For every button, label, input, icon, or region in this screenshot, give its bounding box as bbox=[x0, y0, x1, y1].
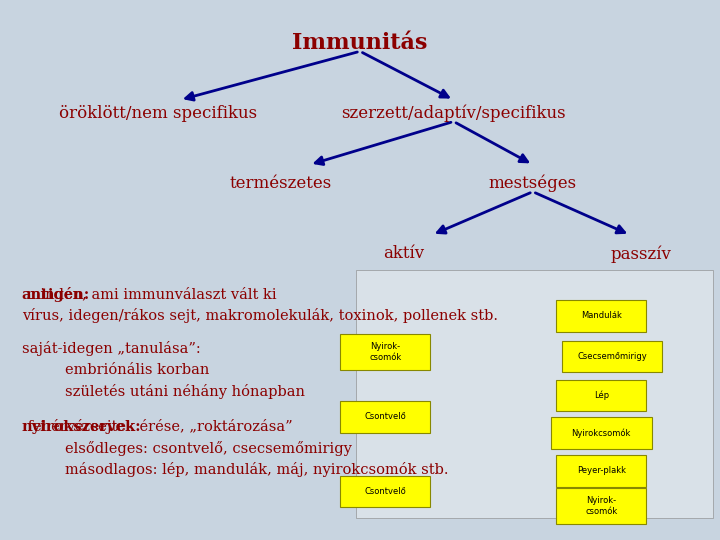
Text: Nyirok-
csomók: Nyirok- csomók bbox=[585, 496, 617, 516]
Text: szerzett/adaptív/specifikus: szerzett/adaptív/specifikus bbox=[341, 105, 566, 122]
Text: mestséges: mestséges bbox=[489, 175, 577, 192]
Text: saját-idegen „tanulása”:: saját-idegen „tanulása”: bbox=[22, 341, 200, 356]
FancyBboxPatch shape bbox=[551, 417, 652, 449]
Text: Nyirokcsomók: Nyirokcsomók bbox=[572, 428, 631, 438]
Text: Csontvelő: Csontvelő bbox=[364, 487, 406, 496]
Text: aktív: aktív bbox=[382, 245, 424, 262]
Text: másodlagos: lép, mandulák, máj, nyirokcsomók stb.: másodlagos: lép, mandulák, máj, nyirokcs… bbox=[65, 462, 449, 477]
Text: nyirokszervek:: nyirokszervek: bbox=[22, 420, 141, 434]
FancyBboxPatch shape bbox=[341, 476, 431, 507]
Text: Nyirok-
csomók: Nyirok- csomók bbox=[369, 342, 401, 362]
Text: Csontvelő: Csontvelő bbox=[364, 413, 406, 421]
Text: természetes: természetes bbox=[230, 175, 332, 192]
Text: antigén:: antigén: bbox=[22, 287, 90, 302]
Text: Immunitás: Immunitás bbox=[292, 32, 428, 54]
FancyBboxPatch shape bbox=[341, 334, 431, 370]
Text: Peyer-plakk: Peyer-plakk bbox=[577, 467, 626, 475]
Text: elsődleges: csontvelő, csecsemőmirigy: elsődleges: csontvelő, csecsemőmirigy bbox=[65, 441, 351, 456]
Text: fehérvérsejtek érése, „roktározása”: fehérvérsejtek érése, „roktározása” bbox=[23, 419, 292, 434]
Text: Csecsemőmirigy: Csecsemőmirigy bbox=[577, 352, 647, 361]
FancyBboxPatch shape bbox=[556, 455, 647, 487]
Text: minden, ami immunválaszt vált ki: minden, ami immunválaszt vált ki bbox=[22, 287, 277, 301]
Text: passzív: passzív bbox=[611, 245, 671, 262]
Text: öröklött/nem specifikus: öröklött/nem specifikus bbox=[59, 105, 258, 122]
Text: vírus, idegen/rákos sejt, makromolekulák, toxinok, pollenek stb.: vírus, idegen/rákos sejt, makromolekulák… bbox=[22, 308, 498, 323]
Text: Mandulák: Mandulák bbox=[581, 312, 621, 320]
Text: születés utáni néhány hónapban: születés utáni néhány hónapban bbox=[65, 384, 305, 399]
FancyBboxPatch shape bbox=[556, 300, 647, 332]
FancyBboxPatch shape bbox=[562, 341, 662, 372]
Bar bbox=[356, 270, 713, 518]
Text: embriónális korban: embriónális korban bbox=[65, 363, 210, 377]
FancyBboxPatch shape bbox=[556, 488, 647, 524]
Text: Lép: Lép bbox=[593, 390, 609, 400]
FancyBboxPatch shape bbox=[341, 401, 431, 433]
FancyBboxPatch shape bbox=[556, 380, 647, 411]
